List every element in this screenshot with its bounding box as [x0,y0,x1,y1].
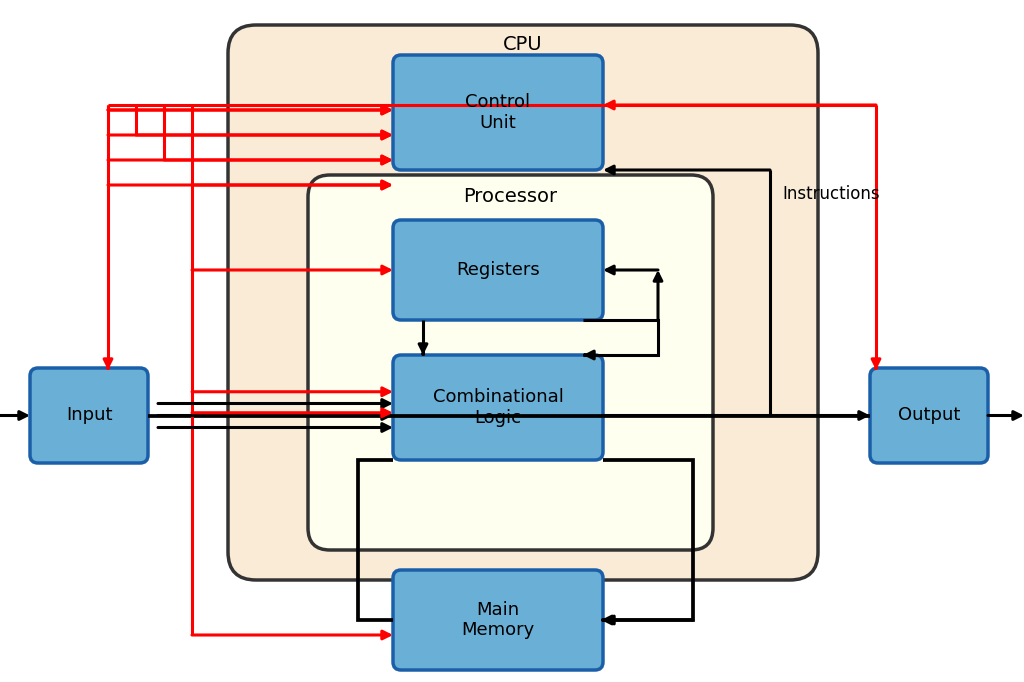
FancyBboxPatch shape [393,220,603,320]
FancyBboxPatch shape [393,55,603,170]
FancyBboxPatch shape [393,570,603,670]
Text: Input: Input [66,406,113,424]
Text: Instructions: Instructions [782,185,880,203]
Text: Output: Output [898,406,961,424]
Text: Processor: Processor [464,188,557,207]
Text: Main
Memory: Main Memory [462,601,535,640]
Text: CPU: CPU [503,35,543,55]
Text: Combinational
Logic: Combinational Logic [432,388,563,427]
FancyBboxPatch shape [228,25,818,580]
Text: Control
Unit: Control Unit [466,93,530,132]
FancyBboxPatch shape [393,355,603,460]
Text: Registers: Registers [456,261,540,279]
FancyBboxPatch shape [870,368,988,463]
FancyBboxPatch shape [308,175,713,550]
FancyBboxPatch shape [30,368,148,463]
